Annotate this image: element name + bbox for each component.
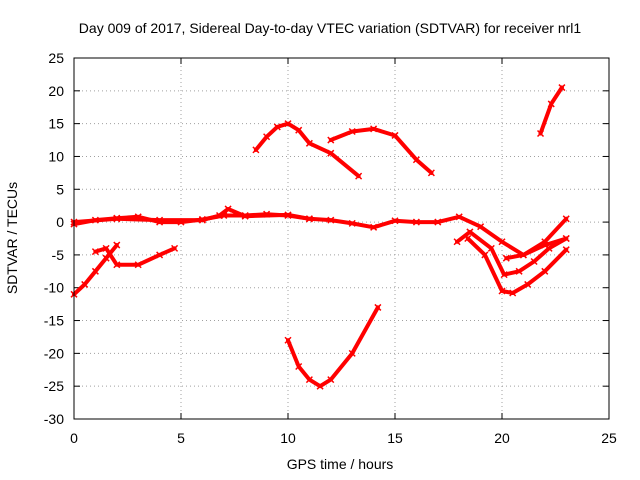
- data-point: [263, 133, 271, 141]
- data-point: [502, 254, 510, 262]
- data-point: [102, 244, 110, 252]
- series-layer: [70, 84, 570, 390]
- x-tick-label: 15: [387, 430, 403, 446]
- data-point: [487, 244, 495, 252]
- data-point: [171, 244, 179, 252]
- data-point: [156, 251, 164, 259]
- data-point: [305, 139, 313, 147]
- data-point: [295, 126, 303, 134]
- data-point: [500, 271, 508, 279]
- data-point: [541, 241, 549, 249]
- data-point: [156, 216, 164, 224]
- data-point: [305, 376, 313, 384]
- data-point: [481, 251, 489, 259]
- x-tick-label: 0: [70, 430, 78, 446]
- data-point: [102, 254, 110, 262]
- y-tick-label: -20: [44, 345, 64, 361]
- y-tick-label: -30: [44, 411, 64, 427]
- data-point: [562, 234, 570, 243]
- data-point: [316, 382, 324, 390]
- x-tick-label: 10: [280, 430, 296, 446]
- x-tick-label: 20: [494, 430, 510, 446]
- data-point: [284, 211, 292, 219]
- data-point: [224, 205, 232, 213]
- data-point: [477, 223, 485, 231]
- y-tick-label: -10: [44, 280, 64, 296]
- chart-title: Day 009 of 2017, Sidereal Day-to-day VTE…: [79, 20, 582, 36]
- data-point: [198, 216, 206, 224]
- data-point: [453, 238, 461, 246]
- data-point: [530, 257, 538, 266]
- data-point: [558, 84, 566, 92]
- data-point: [348, 219, 356, 227]
- data-point: [91, 248, 99, 256]
- data-point: [391, 217, 399, 225]
- x-axis-label: GPS time / hours: [287, 456, 394, 472]
- y-tick-label: 25: [48, 50, 64, 66]
- y-tick-labels: -30 -25 -20 -15 -10 -5 0 5 10 15 20 25: [44, 50, 64, 427]
- data-point: [284, 120, 292, 128]
- data-point: [455, 213, 463, 221]
- y-tick-label: -25: [44, 378, 64, 394]
- data-point: [327, 376, 335, 384]
- data-point: [562, 215, 570, 223]
- data-point: [355, 172, 363, 180]
- data-point: [113, 241, 121, 249]
- x-tick-label: 5: [177, 430, 185, 446]
- data-point: [348, 349, 356, 357]
- y-tick-label: 10: [48, 148, 64, 164]
- data-point: [113, 215, 121, 223]
- data-point: [509, 289, 517, 297]
- data-point: [370, 125, 378, 133]
- data-point: [81, 280, 89, 288]
- data-point: [412, 218, 420, 226]
- x-tick-label: 25: [601, 430, 617, 446]
- data-point: [348, 127, 356, 136]
- data-point: [541, 267, 549, 275]
- data-point: [466, 228, 474, 236]
- data-point: [370, 223, 378, 231]
- data-point: [498, 238, 506, 246]
- data-point: [241, 212, 249, 220]
- y-tick-label: -5: [52, 247, 65, 263]
- data-point: [252, 146, 260, 154]
- y-tick-label: 20: [48, 83, 64, 99]
- data-point: [427, 169, 435, 177]
- data-point: [464, 234, 472, 243]
- data-point: [327, 136, 335, 144]
- data-point: [295, 362, 303, 371]
- data-point: [547, 100, 555, 108]
- data-point: [515, 267, 523, 275]
- data-point: [536, 129, 545, 138]
- data-point: [215, 211, 224, 220]
- x-tick-labels: 0 5 10 15 20 25: [70, 430, 617, 446]
- data-point: [284, 336, 292, 344]
- data-point: [498, 287, 506, 295]
- data-point: [524, 280, 532, 288]
- y-axis-label: SDTVAR / TECUs: [4, 182, 20, 294]
- data-point: [434, 218, 442, 226]
- data-point: [327, 149, 335, 157]
- data-point: [374, 303, 382, 311]
- plot-frame: [73, 57, 610, 420]
- series-band-lower-4: [504, 236, 569, 261]
- y-tick-label: -15: [44, 313, 64, 329]
- y-tick-label: 5: [56, 181, 64, 197]
- series-left-lower: [93, 246, 177, 267]
- data-point: [327, 216, 335, 224]
- data-point: [91, 267, 99, 275]
- data-point: [134, 261, 142, 269]
- y-tick-label: 0: [56, 214, 64, 230]
- data-point: [391, 131, 399, 139]
- data-point: [562, 246, 570, 254]
- data-point: [305, 215, 313, 223]
- data-point: [113, 261, 121, 269]
- data-point: [519, 251, 527, 259]
- y-tick-label: 15: [48, 116, 64, 132]
- data-point: [273, 123, 281, 131]
- data-point: [412, 156, 420, 164]
